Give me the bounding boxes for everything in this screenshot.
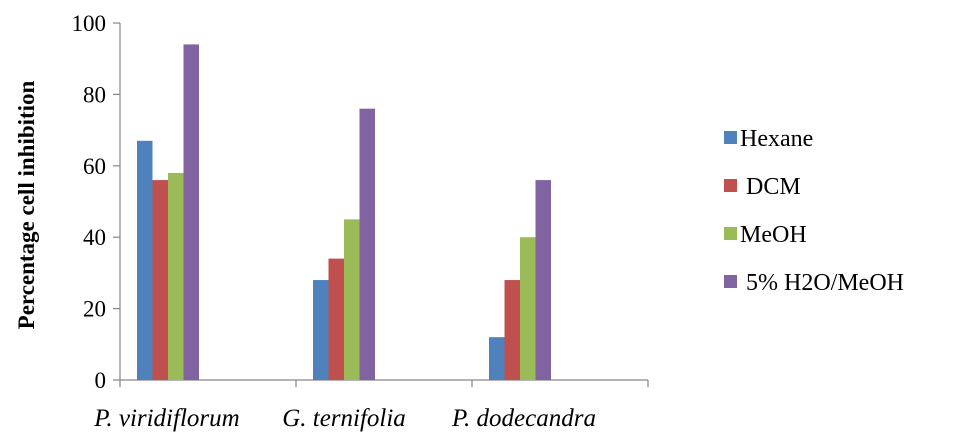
bar-dcm-0	[152, 180, 168, 380]
bar-hexane-0	[137, 140, 153, 380]
legend-label: 5% H2O/MeOH	[740, 270, 904, 296]
legend-swatch	[724, 227, 737, 240]
bar-dcm-2	[504, 280, 520, 380]
bar-hexane-1	[313, 280, 329, 380]
bar-5-h2o-meoh-0	[183, 44, 199, 381]
legend-label: Hexane	[740, 126, 813, 152]
y-tick-label: 80	[83, 82, 106, 107]
category-labels: P. viridiflorum G. ternifolia P. dodecandr…	[93, 405, 596, 432]
legend-label: DCM	[740, 174, 801, 200]
legend-swatch	[724, 179, 737, 192]
bar-dcm-1	[328, 258, 344, 380]
bar-hexane-2	[489, 337, 505, 380]
bar-5-h2o-meoh-1	[359, 108, 375, 381]
y-tick-label: 100	[72, 11, 107, 36]
bar-meoh-1	[344, 219, 360, 380]
legend-swatch	[724, 275, 737, 288]
legend: Hexane DCM MeOH 5% H2O/MeOH	[724, 126, 904, 296]
bar-5-h2o-meoh-2	[535, 180, 551, 380]
y-tick-label: 20	[83, 297, 106, 322]
category-label: G. ternifolia	[282, 405, 406, 432]
y-tick-label: 40	[83, 225, 106, 250]
y-tick-label: 0	[95, 368, 107, 393]
legend-label: MeOH	[740, 222, 807, 248]
bar-meoh-0	[168, 172, 184, 380]
y-axis-title: Percentage cell inhibition	[14, 80, 39, 329]
bars-group	[137, 44, 551, 381]
legend-swatch	[724, 131, 737, 144]
category-label: P. viridiflorum	[93, 405, 239, 432]
category-label: P. dodecandra	[451, 405, 596, 432]
axes: 0 20 40 60 80 100	[72, 11, 649, 393]
y-tick-label: 60	[83, 154, 106, 179]
bar-meoh-2	[520, 237, 536, 380]
